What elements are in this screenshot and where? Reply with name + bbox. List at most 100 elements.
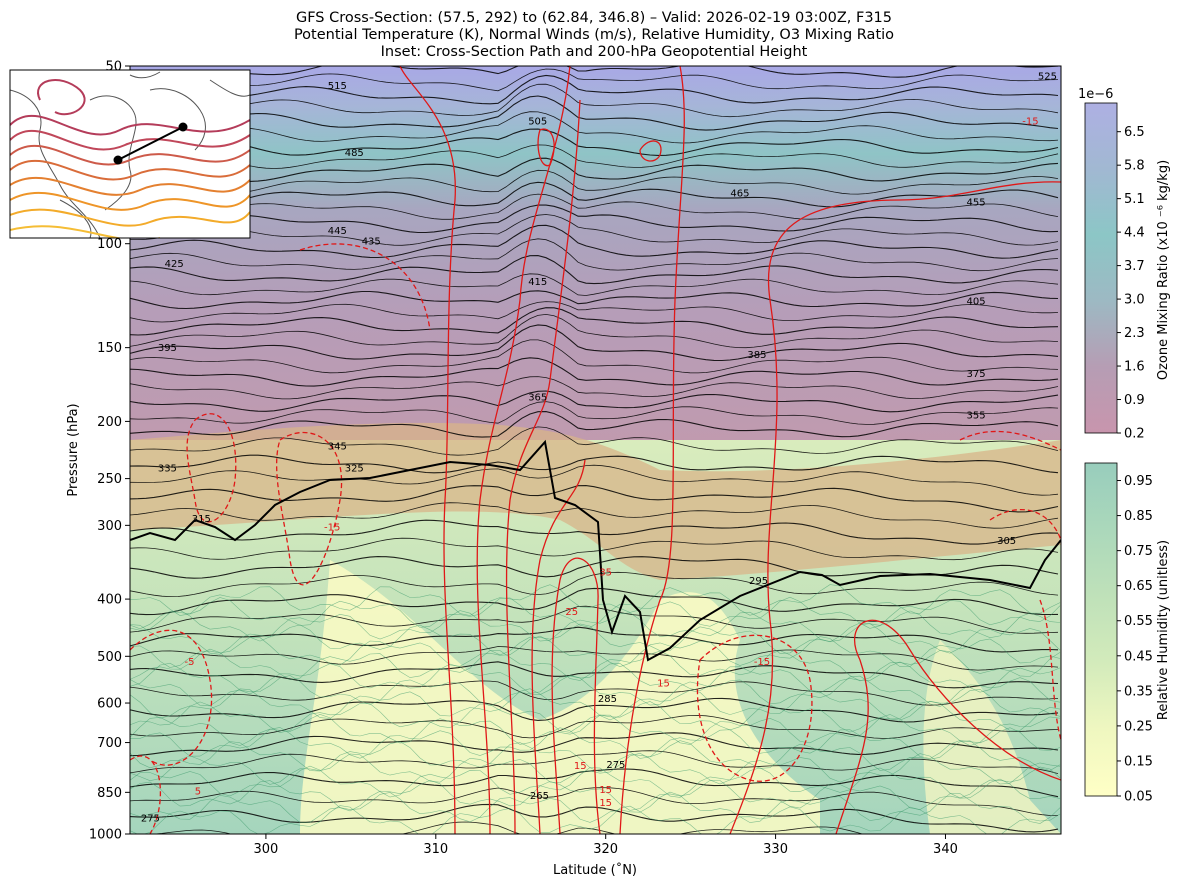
rh-contour-line bbox=[130, 609, 1061, 643]
wind-contour-label: -5 bbox=[184, 657, 194, 668]
theta-contour-label: 385 bbox=[747, 350, 766, 361]
y-tick-label: 850 bbox=[97, 786, 122, 801]
path-start-marker bbox=[113, 155, 123, 165]
theta-contour-line bbox=[147, 821, 864, 834]
theta-contour-labels: 5155055254854654554454354254154053953853… bbox=[141, 72, 1057, 825]
positive-wind-contour bbox=[399, 66, 456, 834]
theta-contour-line bbox=[130, 307, 1059, 336]
theta-contour-label: 485 bbox=[345, 148, 364, 159]
theta-contour-label: 275 bbox=[141, 814, 160, 825]
y-tick-label: 200 bbox=[97, 415, 122, 430]
colorbar-tick-label: 0.05 bbox=[1124, 790, 1153, 805]
colorbar-tick-label: 0.65 bbox=[1124, 579, 1153, 594]
y-tick-label: 300 bbox=[97, 519, 122, 534]
theta-contour-label: 405 bbox=[967, 296, 986, 307]
positive-wind-contour bbox=[639, 140, 662, 162]
theta-contour-label: 335 bbox=[158, 464, 177, 475]
theta-contour-line bbox=[130, 787, 1059, 816]
positive-wind-contour bbox=[476, 66, 571, 834]
relative-humidity-colorbar: Relative Humidity (unitless) 0.05 0.15 0.2… bbox=[1084, 462, 1171, 805]
theta-contour-line bbox=[130, 605, 1059, 634]
colorbar-tick-label: 0.75 bbox=[1124, 544, 1153, 559]
theta-contour-label: 325 bbox=[345, 464, 364, 475]
y-tick-label: 100 bbox=[97, 237, 122, 252]
colorbar-tick-label: 6.5 bbox=[1124, 125, 1145, 140]
theta-contour-line bbox=[130, 74, 1059, 105]
tropopause-band-fill bbox=[130, 422, 1061, 580]
colorbar-tick-label: 3.7 bbox=[1124, 259, 1145, 274]
theta-contour-line bbox=[130, 301, 1059, 323]
theta-contour-line bbox=[130, 502, 1059, 529]
x-tick-label: 300 bbox=[253, 842, 278, 857]
inset-contents bbox=[10, 71, 250, 238]
colorbar-tick-label: 5.1 bbox=[1124, 192, 1145, 207]
wind-contour-label: -15 bbox=[324, 523, 340, 534]
cross-section-path bbox=[113, 122, 188, 165]
theta-contour-line bbox=[130, 454, 1059, 474]
x-tick-label: 310 bbox=[423, 842, 448, 857]
x-tick-label: 340 bbox=[933, 842, 958, 857]
theta-contour-label: 525 bbox=[1038, 72, 1057, 83]
colorbar-tick-label: 0.9 bbox=[1124, 393, 1145, 408]
theta-contour-label: 515 bbox=[328, 81, 347, 92]
colorbar-tick-label: 0.15 bbox=[1124, 754, 1153, 769]
theta-contour-line bbox=[130, 68, 1059, 92]
tropopause-line bbox=[130, 439, 1061, 662]
negative-wind-contour bbox=[275, 431, 343, 586]
theta-contour-line bbox=[130, 204, 1059, 234]
wind-contour-label: 15 bbox=[599, 798, 612, 809]
colorbar-tick-label: 1.6 bbox=[1124, 360, 1145, 375]
negative-wind-contour bbox=[130, 755, 162, 834]
theta-contour-line bbox=[130, 181, 1059, 208]
ozone-colorbar: 1e−6 Ozone Mixing Ratio (x10 ⁻⁶ kg/kg) 0… bbox=[1078, 87, 1171, 442]
wind-contour-label: 15 bbox=[657, 679, 670, 690]
theta-contour-line bbox=[130, 537, 1059, 561]
theta-contour-line bbox=[130, 169, 1059, 195]
rh-contour-line bbox=[130, 635, 1061, 668]
wind-contour-labels: -15 35 25 15 -15 15 15 15 -15 -5 5 bbox=[184, 117, 1038, 810]
ozone-colorbar-label: Ozone Mixing Ratio (x10 ⁻⁶ kg/kg) bbox=[1156, 160, 1171, 380]
theta-contour-label: 315 bbox=[192, 514, 211, 525]
theta-contour-line bbox=[130, 157, 1059, 182]
theta-contour-label: 295 bbox=[749, 576, 768, 587]
inset-frame bbox=[9, 69, 251, 239]
y-tick-label: 150 bbox=[97, 341, 122, 356]
theta-contour-label: 365 bbox=[528, 393, 547, 404]
colorbar-tick-label: 0.2 bbox=[1124, 427, 1145, 442]
wind-contour-label: 15 bbox=[599, 785, 612, 796]
theta-contour-label: 285 bbox=[598, 694, 617, 705]
chart-title-line1: GFS Cross-Section: (57.5, 292) to (62.84… bbox=[296, 10, 892, 26]
theta-contour-label: 345 bbox=[328, 441, 347, 452]
theta-contour-line bbox=[130, 273, 1059, 296]
theta-contour-line bbox=[130, 128, 1059, 156]
wind-contour-label: -15 bbox=[754, 657, 770, 668]
theta-contour-line bbox=[130, 519, 1059, 545]
chart-title-line3: Inset: Cross-Section Path and 200-hPa Ge… bbox=[381, 44, 808, 60]
theta-contour-line bbox=[130, 214, 1059, 246]
theta-contour-label: 505 bbox=[528, 117, 547, 128]
theta-contour-line bbox=[130, 83, 1059, 118]
rh-colorbar-label: Relative Humidity (unitless) bbox=[1156, 540, 1171, 720]
wind-contour-label: 5 bbox=[195, 786, 201, 797]
colorbar-tick-label: 0.35 bbox=[1124, 684, 1153, 699]
x-axis-label: Latitude (˚N) bbox=[553, 862, 637, 878]
x-tick-label: 330 bbox=[763, 842, 788, 857]
theta-contour-line bbox=[130, 390, 1059, 413]
rh-contour-line bbox=[130, 791, 1061, 824]
x-axis: 300 310 320 330 340 bbox=[253, 834, 958, 857]
theta-contour-label: 275 bbox=[606, 760, 625, 771]
theta-contour-line bbox=[130, 411, 1059, 438]
rh-contour-line bbox=[130, 778, 1061, 812]
colorbar-tick-label: 0.95 bbox=[1124, 474, 1153, 489]
theta-contour-line bbox=[130, 426, 1059, 456]
colorbar-tick-label: 0.55 bbox=[1124, 614, 1153, 629]
colorbar-tick-label: 3.0 bbox=[1124, 293, 1145, 308]
negative-wind-contour bbox=[299, 243, 431, 331]
theta-contour-line bbox=[130, 680, 1059, 706]
theta-contour-line bbox=[130, 238, 1059, 272]
negative-wind-contour bbox=[186, 413, 237, 523]
potential-temperature-contours bbox=[130, 66, 1059, 834]
theta-contour-label: 445 bbox=[328, 226, 347, 237]
positive-wind-contour bbox=[835, 619, 1061, 834]
